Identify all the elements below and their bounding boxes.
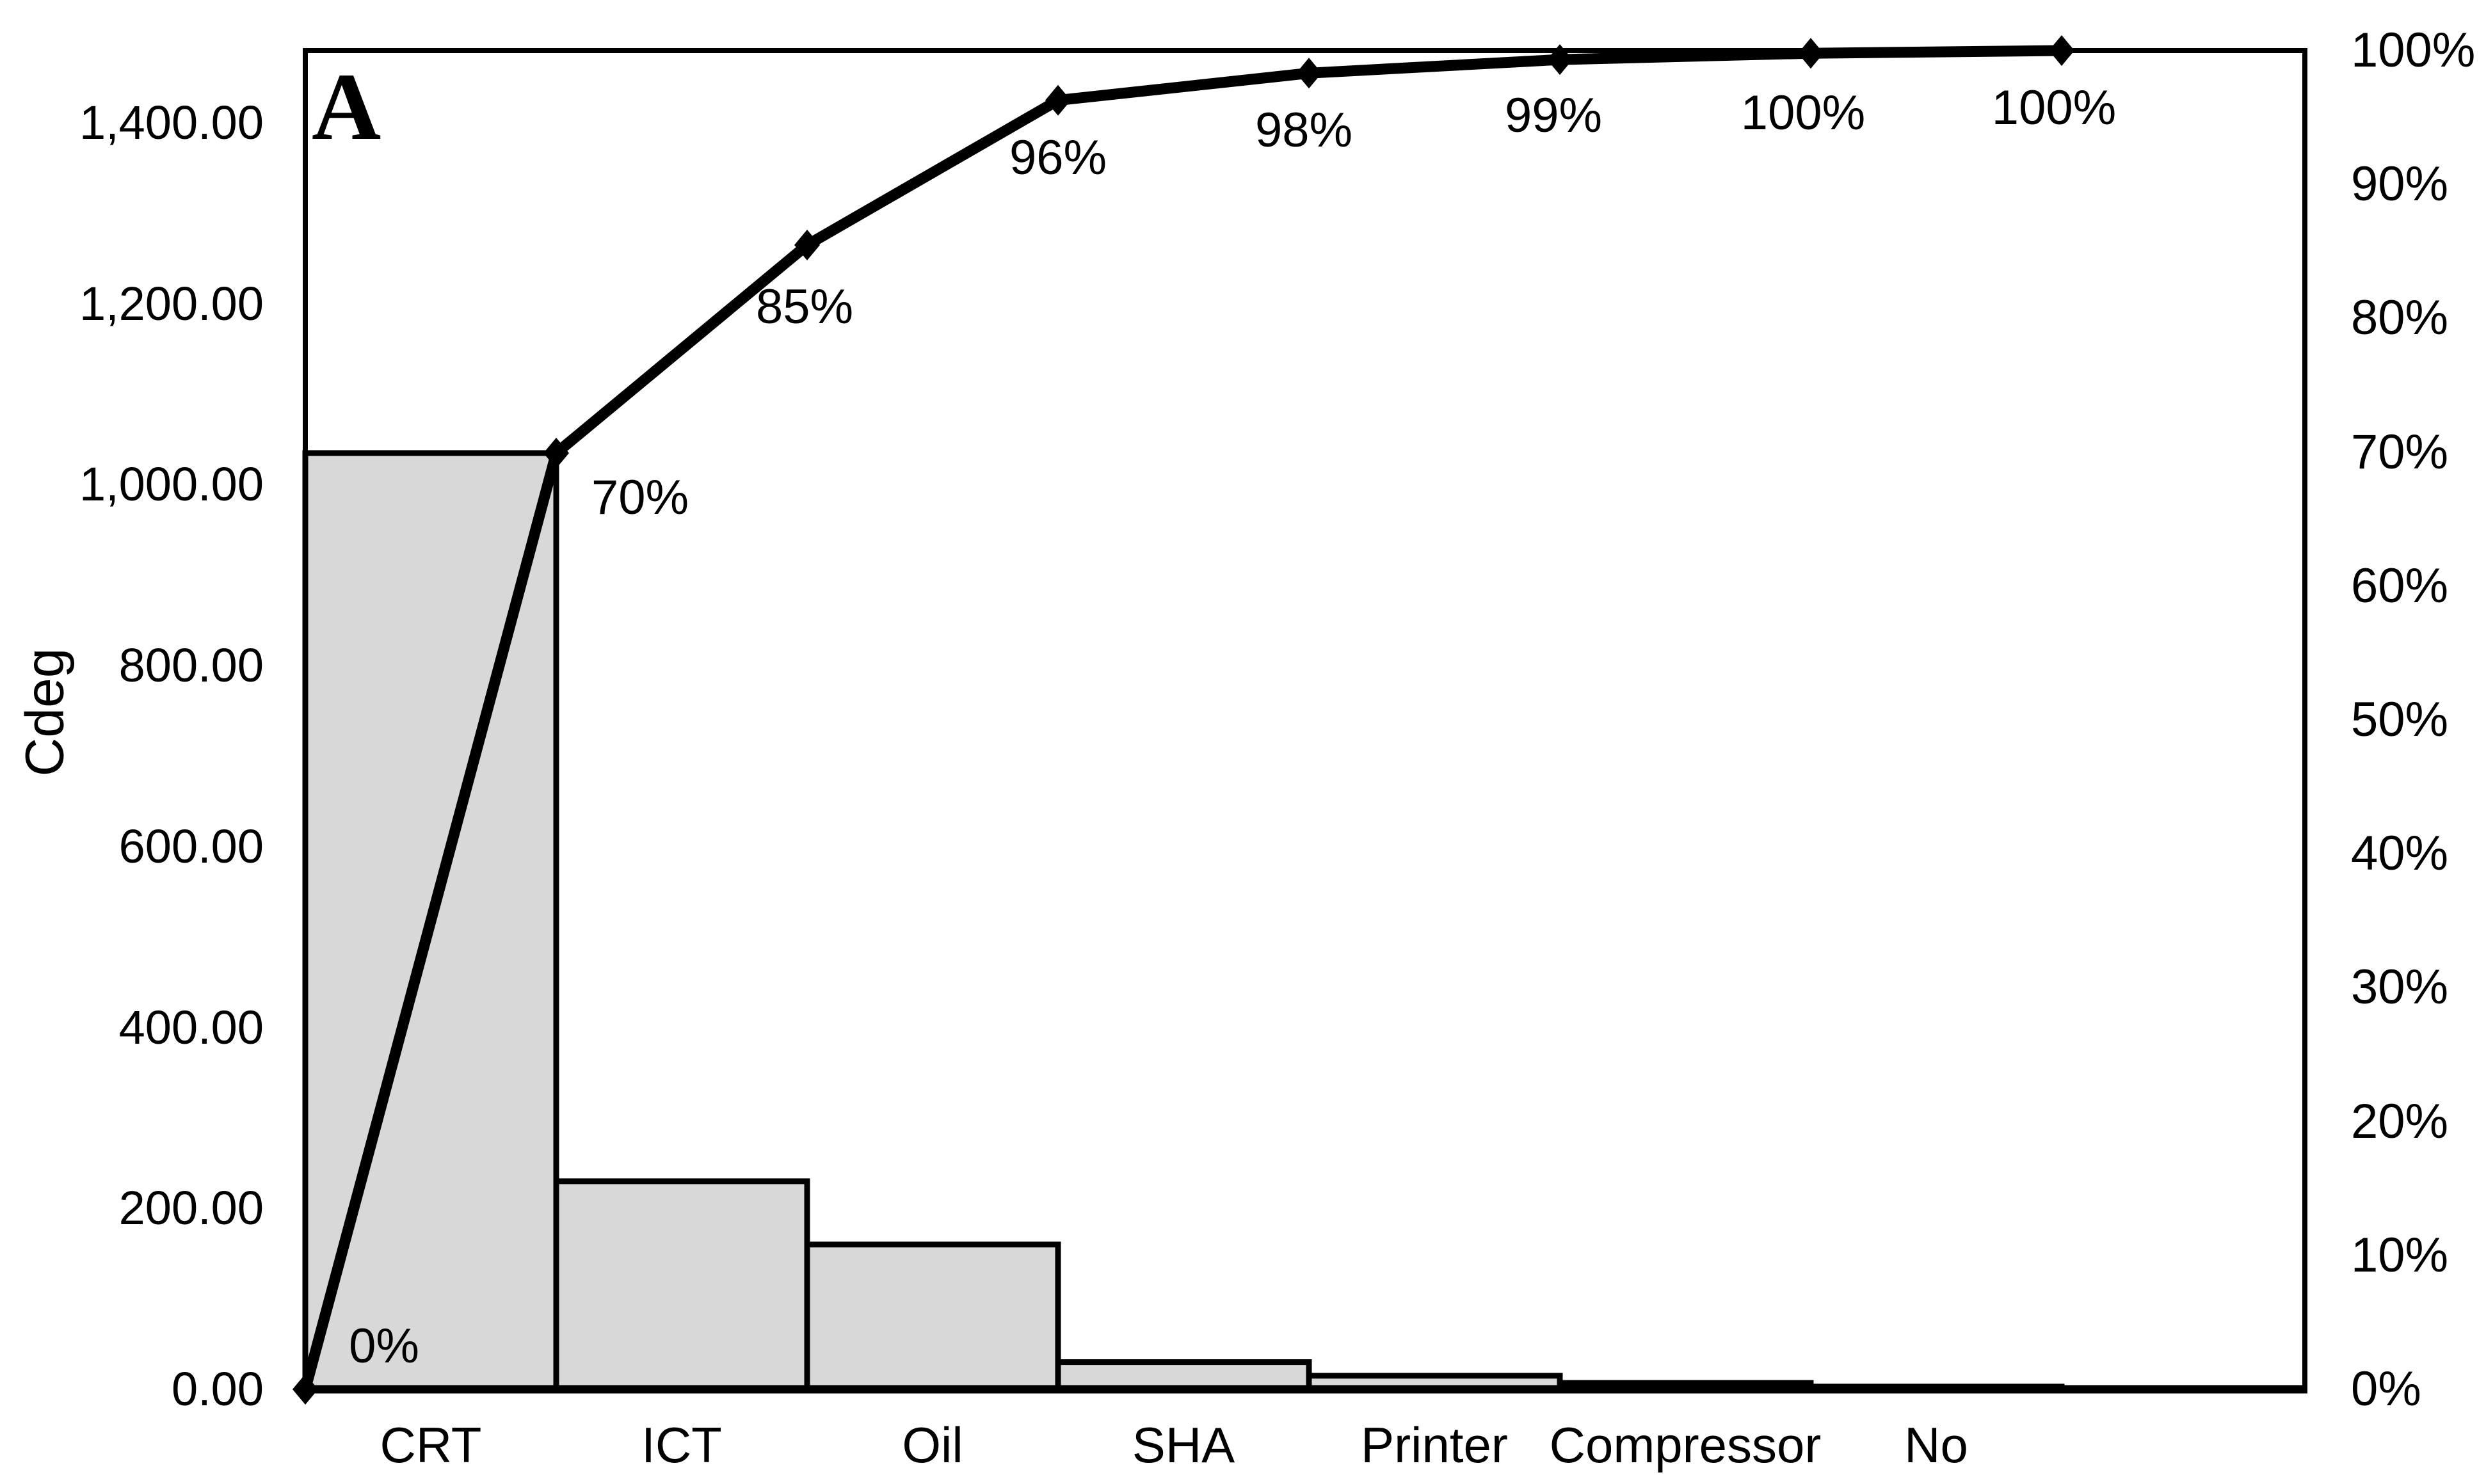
cumulative-pct-label-printer: 99% [1504, 88, 1603, 143]
category-label-compressor: Compressor [1549, 1417, 1822, 1473]
left-axis-tick-label: 1,000.00 [79, 458, 264, 511]
line-marker-ict [794, 229, 820, 260]
bar-ict [553, 1178, 810, 1392]
line-marker-sha [1296, 58, 1322, 89]
left-axis-tick-label: 1,200.00 [79, 277, 264, 330]
left-axis-tick-label: 600.00 [118, 820, 264, 873]
right-axis-tick-label: 0% [2351, 1362, 2421, 1416]
line-marker-start [293, 1374, 318, 1405]
right-axis-tick-label: 100% [2351, 23, 2476, 77]
left-axis-tick-label: 200.00 [118, 1181, 264, 1234]
cumulative-pct-label-oil: 96% [1009, 131, 1107, 185]
left-axis-tick-label: 0.00 [171, 1362, 264, 1416]
line-marker-compressor [1798, 38, 1824, 69]
cumulative-pct-label-compressor: 100% [1740, 86, 1866, 140]
line-marker-printer [1547, 44, 1573, 76]
line-marker-crt [543, 438, 569, 468]
left-axis-tick-label: 400.00 [118, 1001, 264, 1054]
category-label-no: No [1904, 1417, 1968, 1473]
line-marker-no [2049, 35, 2074, 66]
cumulative-line [300, 45, 2062, 1391]
right-axis-tick-label: 80% [2351, 291, 2449, 345]
category-label-printer: Printer [1361, 1417, 1508, 1473]
cumulative-pct-label-no: 100% [1991, 81, 2117, 135]
right-axis-tick-label: 90% [2351, 157, 2449, 211]
cumulative-pct-label-crt: 70% [591, 470, 689, 525]
right-axis-tick-label: 30% [2351, 960, 2449, 1014]
category-label-ict: ICT [641, 1417, 722, 1473]
right-axis-tick-label: 20% [2351, 1094, 2449, 1149]
line-marker-oil [1045, 84, 1071, 116]
cumulative-pct-label-ict: 85% [755, 280, 854, 334]
left-axis-tick-label: 1,400.00 [79, 96, 264, 149]
left-axis-tick-label: 800.00 [118, 639, 264, 692]
cumulative-pct-label-start: 0% [349, 1319, 419, 1373]
category-label-sha: SHA [1132, 1417, 1235, 1473]
right-axis-tick-label: 70% [2351, 425, 2449, 479]
cumulative-pct-label-sha: 98% [1255, 103, 1353, 157]
right-axis-tick-label: 60% [2351, 559, 2449, 613]
category-label-oil: Oil [902, 1417, 963, 1473]
right-axis-tick-label: 40% [2351, 826, 2449, 881]
panel-label: A [312, 54, 381, 160]
right-axis-tick-label: 50% [2351, 692, 2449, 747]
right-axis-tick-label: 10% [2351, 1228, 2449, 1282]
category-label-crt: CRT [380, 1417, 482, 1473]
bar-oil [804, 1241, 1061, 1392]
